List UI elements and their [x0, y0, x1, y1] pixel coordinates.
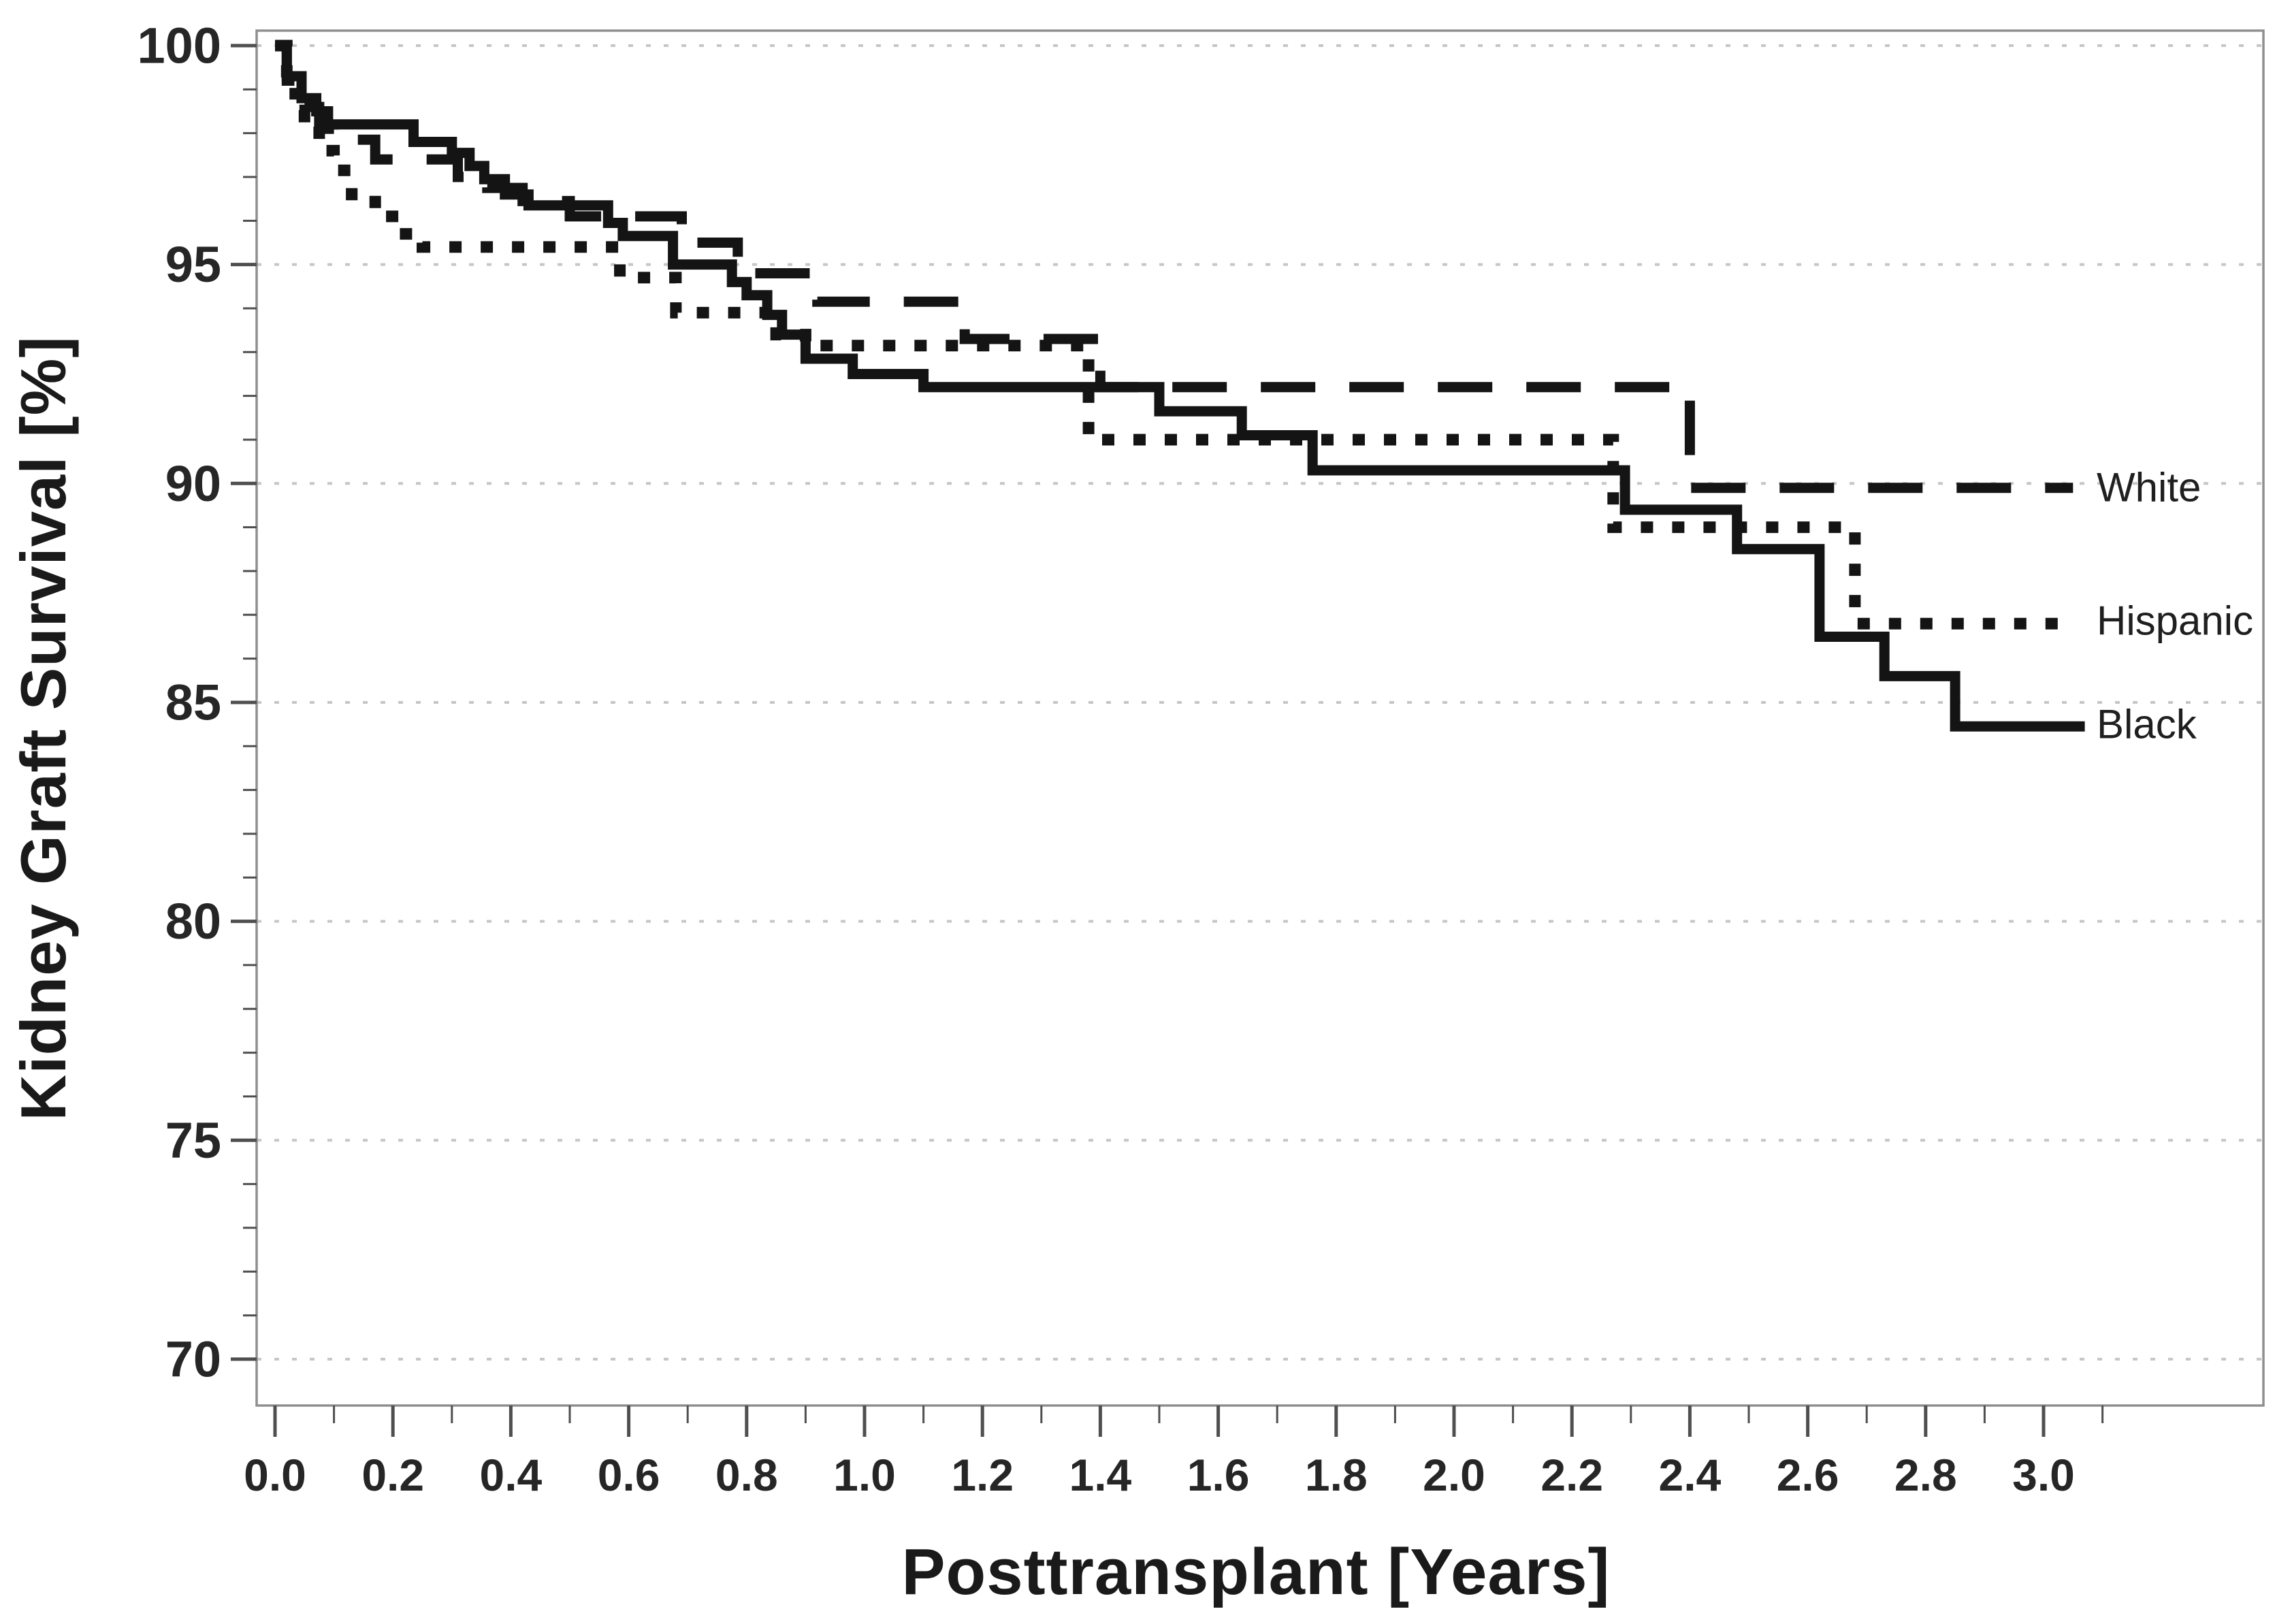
- x-tick-label: 1.4: [1069, 1450, 1132, 1500]
- y-tick-label: 100: [138, 18, 221, 74]
- plot-border: [255, 29, 2265, 1407]
- x-tick-label: 2.8: [1894, 1450, 1957, 1500]
- x-tick-label: 0.4: [480, 1450, 543, 1500]
- series-end-label-hispanic: Hispanic: [2097, 598, 2254, 644]
- x-tick-label: 2.0: [1423, 1450, 1485, 1500]
- y-tick-label: 80: [165, 893, 221, 949]
- x-tick-label: 1.6: [1187, 1450, 1250, 1500]
- series-hispanic-line: [275, 39, 2076, 630]
- y-tick-label: 95: [165, 236, 221, 293]
- y-axis-title: Kidney Graft Survival [%]: [7, 336, 79, 1121]
- x-tick-label: 0.8: [715, 1450, 778, 1500]
- x-tick-label: 1.2: [951, 1450, 1014, 1500]
- y-tick-label: 70: [165, 1331, 221, 1387]
- y-tick-label: 75: [165, 1112, 221, 1169]
- series-white-line: [275, 40, 2074, 493]
- series-end-label-white: White: [2097, 464, 2201, 510]
- y-tick-label: 85: [165, 674, 221, 730]
- y-tick-label: 90: [165, 455, 221, 512]
- x-tick-label: 2.6: [1777, 1450, 1839, 1500]
- x-tick-label: 0.6: [598, 1450, 660, 1500]
- x-tick-label: 0.2: [361, 1450, 424, 1500]
- x-axis-title: Posttransplant [Years]: [901, 1536, 1611, 1608]
- x-tick-label: 1.8: [1305, 1450, 1368, 1500]
- x-tick-label: 2.2: [1540, 1450, 1603, 1500]
- x-tick-label: 3.0: [2012, 1450, 2075, 1500]
- series-black-line: [275, 40, 2085, 732]
- series-end-label-black: Black: [2097, 701, 2197, 747]
- x-tick-label: 2.4: [1659, 1450, 1722, 1500]
- x-tick-label: 1.0: [833, 1450, 896, 1500]
- x-tick-label: 0.0: [244, 1450, 306, 1500]
